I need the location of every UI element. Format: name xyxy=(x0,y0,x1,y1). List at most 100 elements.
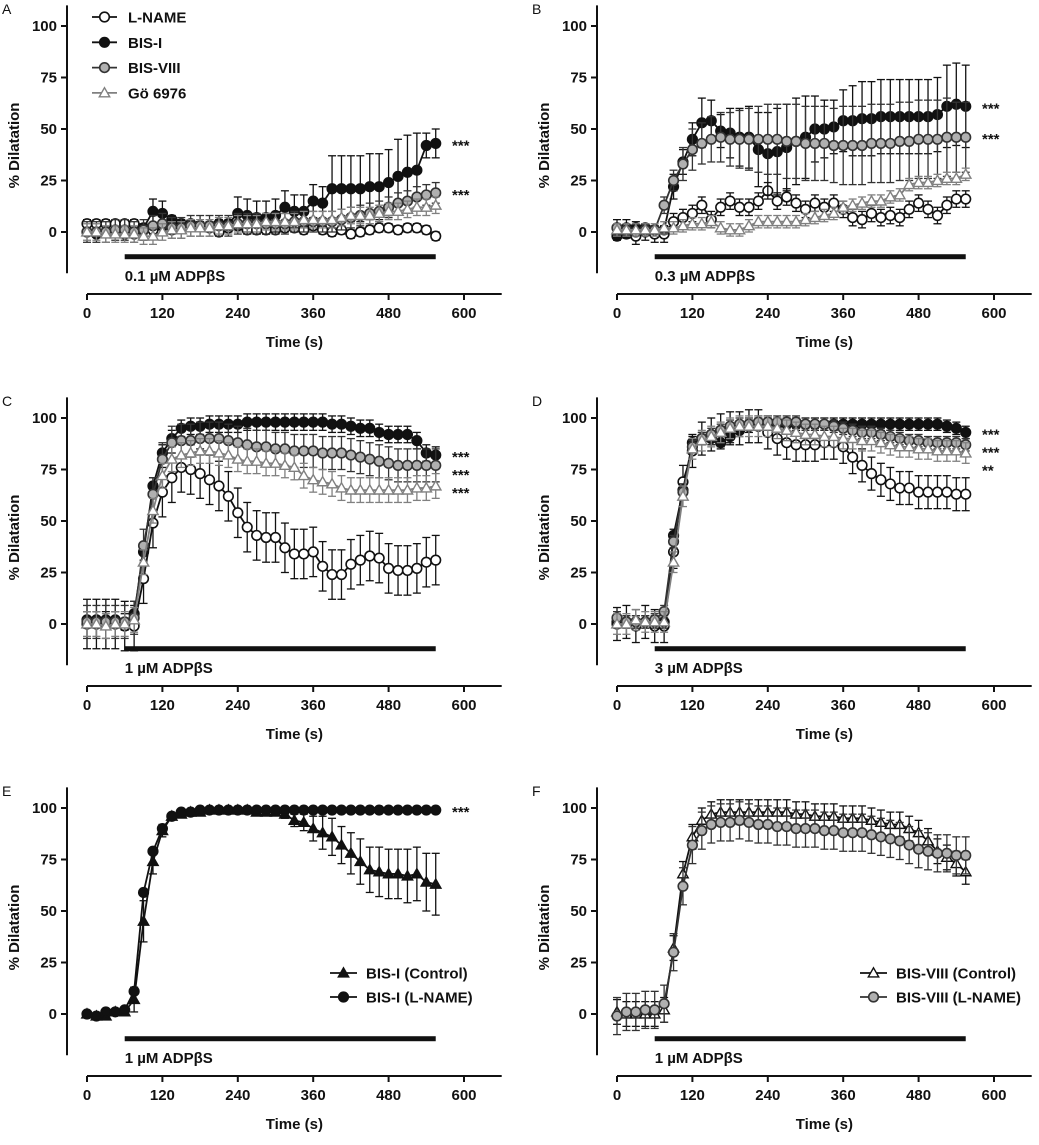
data-point xyxy=(372,865,386,877)
x-tick-label: 360 xyxy=(301,697,326,714)
data-point xyxy=(419,875,433,887)
panel-f: F 0 25 50 75 100 % Dilatation 0 120 240 360 480 600 T… xyxy=(532,783,1032,1133)
data-point xyxy=(780,215,794,227)
data-point xyxy=(922,486,934,498)
stimulus-bar xyxy=(124,646,436,652)
x-tick-label: 600 xyxy=(451,697,476,714)
legend-marker xyxy=(98,11,111,23)
data-point xyxy=(960,488,972,500)
data-point xyxy=(941,199,953,211)
y-tick-label: 0 xyxy=(579,616,587,633)
data-point xyxy=(345,420,357,432)
data-point xyxy=(372,206,386,219)
data-point xyxy=(771,133,783,145)
data-point xyxy=(743,816,755,829)
data-point xyxy=(269,531,282,544)
x-tick-label: 240 xyxy=(225,1087,250,1104)
x-tick-label: 0 xyxy=(613,697,621,714)
data-point xyxy=(99,619,113,631)
data-point xyxy=(156,822,168,835)
data-point xyxy=(127,992,141,1005)
data-point xyxy=(903,482,915,494)
data-point xyxy=(789,425,803,438)
x-tick-label: 600 xyxy=(451,305,476,322)
data-point xyxy=(752,818,764,831)
data-point xyxy=(326,447,338,459)
stimulus-bar xyxy=(654,254,966,260)
y-tick-label: 50 xyxy=(40,121,57,138)
data-point xyxy=(420,459,432,471)
data-point xyxy=(155,469,169,481)
data-point xyxy=(364,224,376,236)
series-line xyxy=(86,809,436,1017)
data-point xyxy=(326,418,338,430)
data-point xyxy=(411,562,423,574)
x-axis-title: Time (s) xyxy=(796,726,853,743)
data-point xyxy=(222,490,234,502)
data-point xyxy=(949,444,963,456)
data-point xyxy=(373,804,385,816)
data-point xyxy=(269,416,282,428)
data-point xyxy=(203,221,216,233)
data-point xyxy=(251,529,263,542)
data-point xyxy=(166,437,178,449)
significance-stars: *** xyxy=(452,187,470,204)
data-point xyxy=(855,196,869,208)
data-point xyxy=(638,223,652,235)
data-point xyxy=(762,818,774,831)
x-tick-label: 480 xyxy=(376,697,401,714)
data-point xyxy=(383,428,395,441)
data-point xyxy=(865,194,878,206)
data-point xyxy=(401,222,414,234)
data-point xyxy=(298,804,310,816)
data-point xyxy=(298,445,310,457)
data-point xyxy=(259,456,273,468)
x-tick-label: 600 xyxy=(981,697,1006,714)
data-point xyxy=(401,564,414,577)
data-point xyxy=(326,804,338,816)
data-point xyxy=(884,137,896,150)
data-point xyxy=(686,839,698,851)
data-point xyxy=(316,213,330,225)
data-point xyxy=(931,173,944,186)
panel-c: C 0 25 50 75 100 % Dilatation 0 120 240 360 480 600 T… xyxy=(2,393,502,743)
y-tick-label: 50 xyxy=(570,903,587,920)
data-point xyxy=(648,615,662,627)
data-point xyxy=(770,215,784,227)
data-point xyxy=(307,445,319,457)
data-point xyxy=(193,221,207,233)
data-point xyxy=(950,849,962,861)
data-point xyxy=(81,1008,93,1020)
data-point xyxy=(894,135,906,147)
data-point xyxy=(893,188,907,200)
data-point xyxy=(790,822,802,835)
data-point xyxy=(837,139,849,152)
data-point xyxy=(752,133,764,145)
data-point xyxy=(809,137,821,150)
data-point xyxy=(799,137,812,150)
data-point xyxy=(147,845,159,857)
data-point xyxy=(818,137,830,150)
data-point xyxy=(401,166,414,178)
data-point xyxy=(827,206,841,219)
y-axis-title: % Dilatation xyxy=(6,885,23,971)
data-point xyxy=(420,804,432,816)
data-point xyxy=(306,821,320,834)
data-point xyxy=(288,804,300,816)
series-g-6976 xyxy=(80,196,443,246)
data-point xyxy=(382,483,396,495)
data-point xyxy=(884,478,896,490)
data-point xyxy=(430,187,442,199)
data-point xyxy=(667,946,680,958)
x-tick-label: 600 xyxy=(981,305,1006,322)
data-point xyxy=(279,542,291,554)
series-g-6976 xyxy=(80,437,443,640)
data-point xyxy=(828,197,840,209)
x-tick-label: 120 xyxy=(680,1087,705,1104)
data-point xyxy=(950,488,962,500)
data-point xyxy=(931,133,944,145)
data-point xyxy=(903,135,915,147)
data-point xyxy=(353,854,367,867)
data-point xyxy=(696,137,708,150)
data-point xyxy=(344,483,358,495)
